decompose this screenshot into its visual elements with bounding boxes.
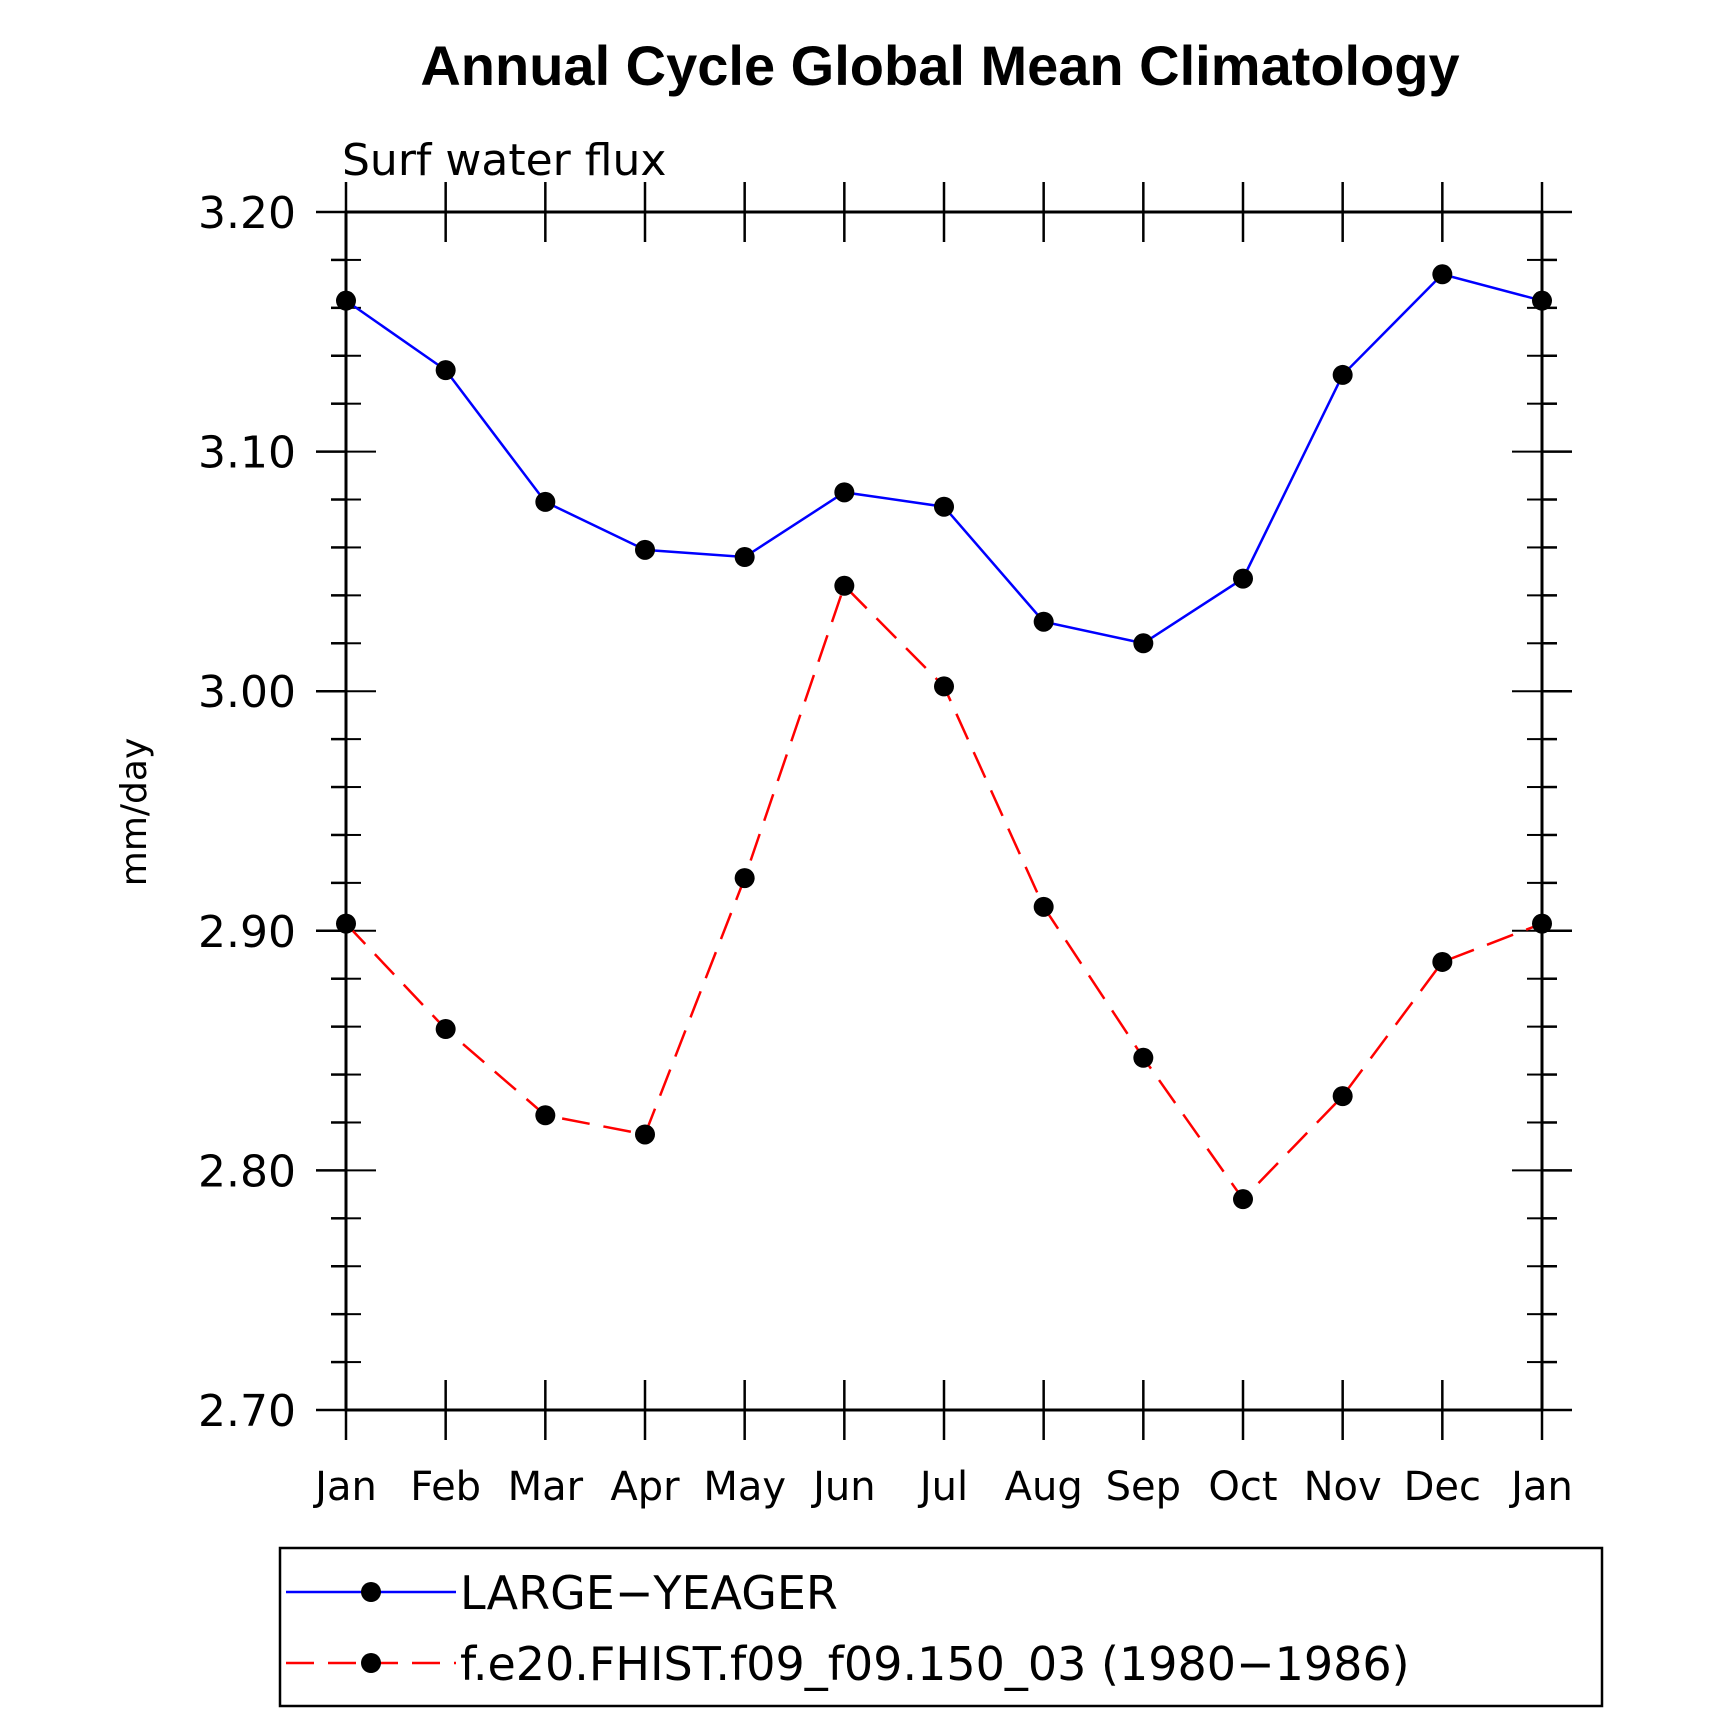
x-tick-label: Oct [1208, 1464, 1277, 1510]
plot-area [344, 210, 1544, 1412]
y-tick-label: 2.70 [198, 1386, 296, 1437]
x-tick-label: Jun [810, 1464, 876, 1510]
data-point [535, 491, 556, 512]
data-point [734, 547, 755, 568]
x-tick-label: Jan [312, 1464, 377, 1510]
legend-marker-2 [361, 1653, 381, 1673]
data-point [1532, 290, 1552, 311]
data-point [934, 676, 954, 697]
data-point [1332, 1086, 1353, 1107]
data-point [1532, 913, 1552, 934]
data-point [635, 539, 655, 560]
y-tick-label: 2.90 [198, 907, 296, 958]
data-point [1432, 951, 1453, 972]
x-tick-label: Nov [1304, 1464, 1382, 1510]
data-point [934, 496, 954, 517]
y-tick-label: 3.10 [198, 428, 296, 479]
data-point [435, 1019, 456, 1040]
data-point [1233, 568, 1253, 589]
x-tick-label: Dec [1404, 1464, 1481, 1510]
x-tick-label: May [703, 1464, 786, 1510]
legend-label-1: LARGE−YEAGER [460, 1566, 838, 1620]
series-layer [336, 264, 1552, 1210]
data-point [336, 290, 356, 311]
legend-box [278, 1546, 1604, 1708]
data-point [1133, 633, 1154, 654]
legend: LARGE−YEAGER f.e20.FHIST.f09_f09.150_03 (… [278, 1546, 1604, 1708]
data-point [1133, 1047, 1154, 1068]
y-tick-label: 3.20 [198, 188, 296, 239]
data-point [734, 868, 755, 889]
x-tick-label: Feb [410, 1464, 481, 1510]
data-point [834, 482, 855, 503]
x-tick-label: Jan [1508, 1464, 1573, 1510]
data-point [635, 1124, 655, 1145]
series-line-1 [345, 272, 1543, 645]
data-point [336, 913, 356, 934]
x-tick-label: Mar [508, 1464, 584, 1510]
y-tick-label: 3.00 [198, 667, 296, 718]
data-point [834, 575, 855, 596]
x-tick-label: Apr [610, 1464, 680, 1510]
x-tick-label: Aug [1005, 1464, 1083, 1510]
data-point [435, 360, 456, 381]
data-point [1332, 364, 1353, 385]
axes: 2.70 2.80 2.90 3.00 3.10 3.20 Jan Feb Mar Apr May J… [198, 182, 1573, 1510]
data-point [1233, 1189, 1253, 1210]
data-point [1033, 611, 1054, 632]
x-tick-label: Sep [1106, 1464, 1181, 1510]
legend-marker-1 [361, 1582, 381, 1602]
data-point [1432, 264, 1453, 285]
chart-subtitle: Surf water flux [342, 135, 666, 186]
legend-label-2: f.e20.FHIST.f09_f09.150_03 (1980−1986) [460, 1637, 1410, 1691]
y-axis-label: mm/day [114, 738, 155, 886]
data-point [535, 1105, 556, 1126]
chart-title: Annual Cycle Global Mean Climatology [420, 34, 1459, 97]
x-tick-label: Jul [917, 1464, 968, 1510]
y-tick-label: 2.80 [198, 1146, 296, 1197]
data-point [1033, 896, 1054, 917]
